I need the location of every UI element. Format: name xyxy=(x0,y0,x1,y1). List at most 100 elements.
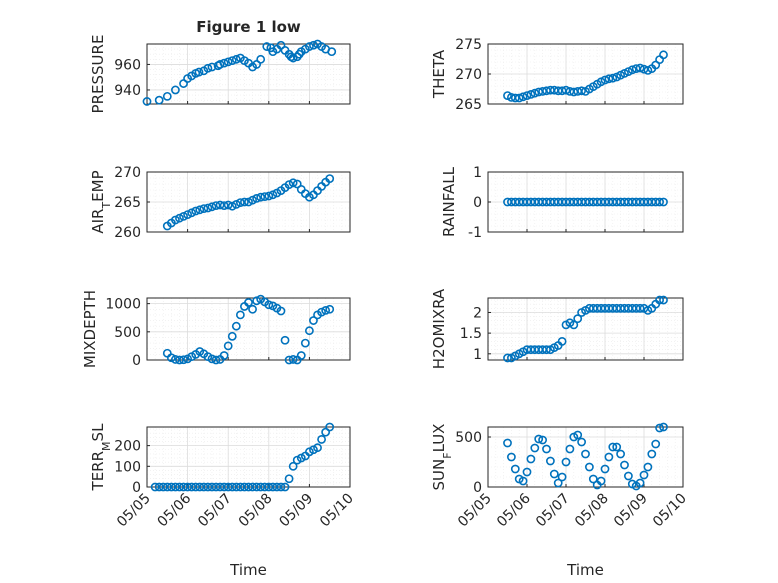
data-point xyxy=(171,215,180,225)
data-point xyxy=(187,482,197,492)
data-point xyxy=(219,351,229,360)
y-tick-label: 270 xyxy=(114,165,141,181)
data-point xyxy=(268,190,278,200)
data-point xyxy=(223,482,233,492)
data-point xyxy=(557,472,567,482)
data-point xyxy=(158,482,168,492)
data-point xyxy=(244,298,253,307)
data-point xyxy=(530,88,540,98)
data-point xyxy=(223,200,233,210)
data-point xyxy=(256,54,266,64)
data-point xyxy=(183,482,192,492)
y-axis-label: SUNFLUX xyxy=(430,424,454,491)
y-tick-label: 0 xyxy=(473,480,482,496)
data-point xyxy=(194,67,204,77)
plot-border xyxy=(487,171,684,233)
data-point xyxy=(207,62,217,72)
data-point xyxy=(284,474,294,484)
y-tick-label: 940 xyxy=(114,83,141,99)
data-point xyxy=(288,461,298,471)
data-point xyxy=(288,178,298,188)
data-point xyxy=(534,434,544,444)
data-point xyxy=(191,206,201,216)
data-point xyxy=(514,93,524,103)
data-point xyxy=(175,213,184,223)
data-point xyxy=(518,476,528,486)
x-axis-label: Time xyxy=(566,561,604,579)
data-point xyxy=(175,355,184,365)
data-point xyxy=(288,53,298,63)
data-point xyxy=(252,296,262,306)
data-point xyxy=(309,40,318,50)
data-point xyxy=(585,462,594,472)
data-point xyxy=(588,474,598,484)
data-point xyxy=(183,210,192,219)
plot-border xyxy=(487,426,684,488)
data-point xyxy=(264,482,274,492)
data-point xyxy=(235,310,245,320)
data-point xyxy=(276,482,286,492)
data-point xyxy=(608,73,618,83)
y-axis-label: TERRMSL xyxy=(89,423,113,492)
data-point xyxy=(573,430,583,440)
plot-border xyxy=(487,43,684,105)
data-point xyxy=(651,439,661,449)
data-point xyxy=(215,200,225,210)
y-tick-label: 2 xyxy=(473,305,482,321)
data-point xyxy=(313,443,322,453)
data-point xyxy=(235,198,245,207)
data-point xyxy=(608,442,618,452)
data-point xyxy=(276,306,286,316)
data-point xyxy=(577,437,586,447)
data-point xyxy=(256,192,266,202)
y-tick-label: 1 xyxy=(473,165,482,181)
data-point xyxy=(264,191,274,201)
data-point xyxy=(211,482,221,492)
data-point xyxy=(321,305,331,315)
data-point xyxy=(223,341,233,351)
data-point xyxy=(244,197,253,207)
data-point xyxy=(231,482,241,492)
data-point xyxy=(304,42,314,51)
plot-border xyxy=(146,297,351,361)
data-point xyxy=(546,456,555,466)
data-point xyxy=(187,208,197,218)
data-point xyxy=(207,202,217,212)
data-point xyxy=(162,482,172,492)
data-point xyxy=(600,75,610,85)
data-point xyxy=(522,467,532,477)
data-point xyxy=(643,462,653,472)
panel-pressure: 940 960 PRESSURE Figure 1 low xyxy=(89,18,351,113)
data-point xyxy=(211,355,221,365)
data-point xyxy=(252,193,262,203)
y-tick-label: 265 xyxy=(455,97,482,113)
y-tick-label: -1 xyxy=(468,225,482,241)
y-axis-label: AIRTEMP xyxy=(89,170,113,233)
data-point xyxy=(526,90,536,99)
data-point xyxy=(284,180,294,189)
y-tick-label: 960 xyxy=(114,57,141,73)
data-point xyxy=(522,91,532,100)
data-point xyxy=(223,57,233,67)
plot-border xyxy=(146,171,351,233)
data-point xyxy=(248,195,257,205)
y-tick-label: 1000 xyxy=(105,297,141,313)
data-point xyxy=(604,74,614,84)
data-point xyxy=(227,482,237,492)
y-tick-label: 0 xyxy=(473,195,482,211)
chart-title: Figure 1 low xyxy=(196,18,301,36)
data-point xyxy=(235,482,245,492)
data-point xyxy=(219,482,229,492)
data-point xyxy=(227,331,237,341)
data-point xyxy=(203,203,213,213)
data-point xyxy=(561,457,571,467)
data-point xyxy=(199,204,209,213)
data-point xyxy=(659,50,668,60)
data-point xyxy=(215,60,225,69)
data-point xyxy=(600,464,610,474)
data-point xyxy=(288,355,298,364)
x-axis-label: Time xyxy=(229,561,267,579)
data-point xyxy=(240,482,249,492)
data-point xyxy=(569,320,579,330)
